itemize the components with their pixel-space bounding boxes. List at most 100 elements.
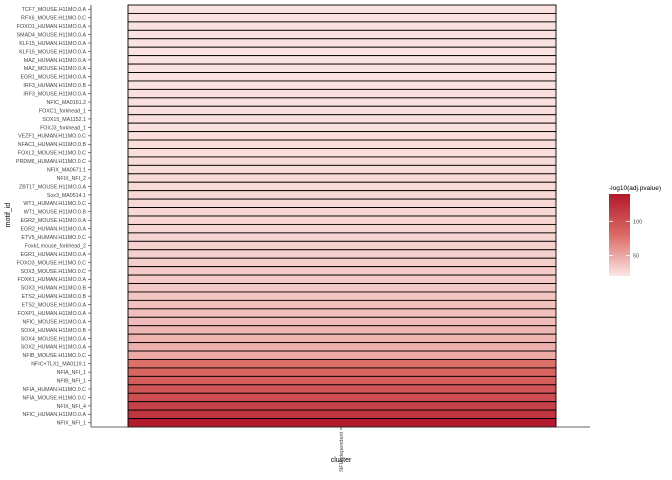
heatmap-row: IRF3_MOUSE.H11MO.0.A <box>23 88 557 99</box>
heatmap-row: FOXJ3_forkhead_1 <box>40 122 557 133</box>
y-tick-label: EGR1_HUMAN.H11MO.0.A <box>20 252 86 258</box>
heatmap-cell <box>127 333 557 344</box>
heatmap-row: NFIX_NFI_1 <box>57 418 557 428</box>
heatmap-row: EGR2_MOUSE.H11MO.0.A <box>20 215 557 225</box>
y-tick-label: EGR1_MOUSE.H11MO.0.A <box>20 75 86 81</box>
heatmap-cell <box>127 190 557 200</box>
legend-tick-label: 50 <box>633 254 639 260</box>
heatmap-row: EGR2_HUMAN.H11MO.0.A <box>20 223 557 234</box>
heatmap-cell <box>127 266 557 276</box>
heatmap-cell <box>127 63 557 73</box>
heatmap-row: Sox3_MA0514.1 <box>47 190 557 200</box>
y-tick-label: SOX4_HUMAN.H11MO.0.B <box>21 328 87 334</box>
heatmap-cell <box>127 72 557 82</box>
heatmap-row: Foxk1.mouse_forkhead_2 <box>25 240 557 251</box>
heatmap-row: VEZF1_HUMAN.H11MO.0.C <box>18 131 557 141</box>
heatmap-row: FOXP1_HUMAN.H11MO.0.A <box>18 308 557 318</box>
y-tick-label: PRDM6_HUMAN.H11MO.0.C <box>16 159 86 165</box>
y-tick-label: EGR2_MOUSE.H11MO.0.A <box>20 218 86 224</box>
heatmap-cell <box>127 80 557 90</box>
heatmap-cell <box>127 114 557 124</box>
heatmap-cell <box>127 401 557 411</box>
y-tick-label: NFIX_NFI_2 <box>57 176 86 182</box>
heatmap-row: MAZ_HUMAN.H11MO.0.A <box>24 55 557 65</box>
y-tick-label: SOX15_MA1152.1 <box>42 117 86 123</box>
heatmap-cell <box>127 88 557 99</box>
heatmap-row: EGR1_HUMAN.H11MO.0.A <box>20 249 557 259</box>
color-legend: -log10(adj.pvalue) 100 50 <box>609 185 661 276</box>
heatmap-row: FOXL2_MOUSE.H11MO.0.C <box>18 148 557 158</box>
heatmap-cell <box>127 207 557 217</box>
heatmap-row: NFIC+TLX1_MA0119.1 <box>31 359 557 369</box>
y-tick-label: ZBT17_MOUSE.H11MO.0.A <box>19 184 86 190</box>
y-tick-label: IRF3_HUMAN.H11MO.0.B <box>23 83 86 89</box>
heatmap-rows: TCF7_MOUSE.H11MO.0.A RFX6_MOUSE.H11MO.0.C… <box>16 4 557 428</box>
heatmap-cell <box>127 139 557 149</box>
heatmap-row: FOXO3_MOUSE.H11MO.0.C <box>17 257 557 268</box>
y-tick-label: Foxk1.mouse_forkhead_2 <box>25 243 86 249</box>
heatmap-cell <box>127 308 557 318</box>
y-tick-label: VEZF1_HUMAN.H11MO.0.C <box>18 134 86 140</box>
heatmap-cell <box>127 105 557 116</box>
y-tick-label: FOXJ3_forkhead_1 <box>40 125 86 131</box>
heatmap-cell <box>127 232 557 242</box>
heatmap-row: NFIX_MA0671.1 <box>47 164 557 175</box>
heatmap-cell <box>127 359 557 369</box>
heatmap-cell <box>127 375 557 386</box>
legend-colorbar <box>609 194 630 276</box>
heatmap-row: NFIC_MOUSE.H11MO.0.A <box>23 316 557 327</box>
heatmap-row: SOX15_MA1152.1 <box>42 114 557 124</box>
y-tick-label: NFAC1_HUMAN.H11MO.0.B <box>18 142 87 148</box>
y-tick-label: NFIX_NFI_4 <box>57 404 86 410</box>
heatmap-cell <box>127 283 557 293</box>
heatmap-row: ETS2_HUMAN.H11MO.0.B <box>22 291 557 301</box>
heatmap-row: ETS2_MOUSE.H11MO.0.A <box>22 299 557 310</box>
y-tick-label: SOX4_MOUSE.H11MO.0.A <box>21 336 87 342</box>
heatmap-row: WT1_HUMAN.H11MO.0.C <box>23 198 557 209</box>
heatmap-cell <box>127 342 557 352</box>
heatmap-cell <box>127 299 557 310</box>
y-tick-label: FOXL2_MOUSE.H11MO.0.C <box>18 151 86 157</box>
y-tick-label: WT1_MOUSE.H11MO.0.B <box>24 210 87 216</box>
y-tick-label: ETV5_HUMAN.H11MO.0.C <box>21 235 86 241</box>
y-tick-label: NFIA_NFI_1 <box>57 370 86 376</box>
heatmap-row: FOXO1_HUMAN.H11MO.0.A <box>17 21 557 31</box>
y-tick-label: SMAD4_MOUSE.H11MO.0.A <box>17 32 87 38</box>
y-tick-label: SOX2_HUMAN.H11MO.0.A <box>21 345 87 351</box>
heatmap-cell <box>127 173 557 183</box>
y-axis-title: motif_id <box>5 203 12 228</box>
y-tick-label: NFIA_MOUSE.H11MO.0.C <box>23 395 87 401</box>
heatmap-row: SMAD4_MOUSE.H11MO.0.A <box>17 29 557 40</box>
heatmap-cell <box>127 21 557 31</box>
heatmap-row: PRDM6_HUMAN.H11MO.0.C <box>16 156 557 166</box>
heatmap-row: NFIX_NFI_4 <box>57 401 557 411</box>
y-tick-label: NFIB_NFI_1 <box>57 378 86 384</box>
heatmap-cell <box>127 240 557 251</box>
heatmap-cell <box>127 291 557 301</box>
heatmap-row: NFIA_NFI_1 <box>57 367 557 377</box>
y-tick-label: ETS2_MOUSE.H11MO.0.A <box>22 303 87 309</box>
heatmap-row: SOX3_MOUSE.H11MO.0.C <box>20 266 557 276</box>
heatmap-cell <box>127 409 557 420</box>
y-tick-label: TCF7_MOUSE.H11MO.0.A <box>22 7 87 13</box>
heatmap-row: KLF15_HUMAN.H11MO.0.A <box>19 38 557 48</box>
heatmap-row: SOX3_HUMAN.H11MO.0.B <box>21 283 557 293</box>
heatmap-row: SOX4_HUMAN.H11MO.0.B <box>21 325 557 335</box>
y-tick-label: NFIA_HUMAN.H11MO.0.C <box>23 387 87 393</box>
heatmap-cell <box>127 418 557 428</box>
heatmap-row: EGR1_MOUSE.H11MO.0.A <box>20 72 557 82</box>
heatmap-cell <box>127 181 557 192</box>
heatmap-cell <box>127 156 557 166</box>
y-tick-label: KLF15_MOUSE.H11MO.0.A <box>19 49 86 55</box>
y-tick-label: FOXO3_MOUSE.H11MO.0.C <box>17 260 87 266</box>
y-tick-label: NFIC+TLX1_MA0119.1 <box>31 362 86 368</box>
x-tick-label: NFIA dependent <box>339 432 345 472</box>
y-tick-label: KLF15_HUMAN.H11MO.0.A <box>19 41 86 47</box>
heatmap-row: TCF7_MOUSE.H11MO.0.A <box>22 4 557 14</box>
y-tick-label: SOX3_MOUSE.H11MO.0.C <box>20 269 86 275</box>
heatmap-row: NFIX_NFI_2 <box>57 173 557 183</box>
heatmap-row: WT1_MOUSE.H11MO.0.B <box>24 207 557 217</box>
heatmap-row: NFIA_MOUSE.H11MO.0.C <box>23 392 557 403</box>
y-tick-label: FOXK1_HUMAN.H11MO.0.A <box>18 277 87 283</box>
